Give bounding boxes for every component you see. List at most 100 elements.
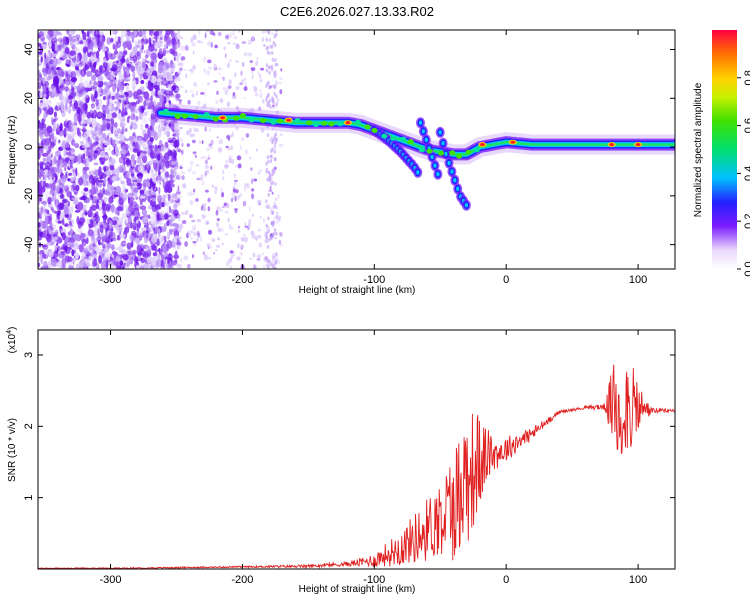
noise-speckle xyxy=(41,43,48,47)
noise-speckle-faint xyxy=(211,238,216,243)
noise-speckle xyxy=(129,234,134,243)
hotspot-core xyxy=(635,143,641,147)
noise-speckle xyxy=(100,261,106,269)
noise-speckle-faint xyxy=(217,124,219,128)
noise-speckle-faint xyxy=(219,208,223,213)
noise-speckle xyxy=(46,235,52,243)
noise-streak xyxy=(275,102,278,107)
noise-speckle xyxy=(91,104,95,110)
noise-speckle xyxy=(61,232,66,241)
noise-speckle-faint xyxy=(186,263,191,269)
ridge-blob xyxy=(312,122,319,127)
noise-speckle-faint xyxy=(192,34,197,41)
noise-speckle-faint xyxy=(194,128,199,133)
ridge-blob xyxy=(306,120,313,126)
noise-speckle-faint xyxy=(176,244,181,250)
noise-speckle-faint xyxy=(178,172,181,179)
noise-speckle xyxy=(67,123,72,132)
noise-speckle-faint xyxy=(217,31,222,37)
noise-speckle-faint xyxy=(240,244,245,249)
noise-speckle xyxy=(157,229,160,236)
noise-speckle-faint xyxy=(179,126,183,130)
noise-speckle xyxy=(58,202,65,211)
noise-speckle-faint xyxy=(265,204,271,209)
branch-core xyxy=(424,137,428,142)
noise-speckle xyxy=(50,116,53,120)
ridge-blob xyxy=(407,139,414,145)
noise-speckle xyxy=(38,71,42,76)
noise-speckle xyxy=(65,71,69,77)
noise-speckle xyxy=(121,213,128,220)
noise-speckle xyxy=(153,84,159,90)
noise-speckle xyxy=(114,185,122,195)
noise-speckle xyxy=(104,142,110,146)
noise-speckle xyxy=(71,234,78,239)
noise-speckle xyxy=(74,143,80,149)
noise-speckle-faint xyxy=(240,145,242,151)
noise-streak xyxy=(267,80,270,85)
noise-speckle xyxy=(100,173,107,179)
noise-speckle-faint xyxy=(200,92,205,95)
chart-title: C2E6.2026.027.13.33.R02 xyxy=(280,4,434,19)
noise-speckle xyxy=(44,208,48,213)
noise-speckle xyxy=(168,231,173,236)
noise-speckle xyxy=(135,115,139,121)
noise-speckle xyxy=(89,56,96,63)
noise-speckle-faint xyxy=(256,56,259,61)
noise-speckle xyxy=(106,242,112,249)
noise-speckle xyxy=(153,226,158,235)
noise-speckle xyxy=(88,120,93,125)
noise-speckle-faint xyxy=(196,219,202,223)
noise-speckle-faint xyxy=(186,209,189,213)
noise-speckle-faint xyxy=(218,73,221,75)
noise-speckle xyxy=(154,125,159,131)
noise-speckle xyxy=(63,205,69,214)
noise-speckle xyxy=(95,136,99,144)
noise-speckle xyxy=(141,38,144,42)
noise-speckle xyxy=(45,147,49,151)
noise-speckle-faint xyxy=(214,186,218,189)
noise-speckle-faint xyxy=(222,87,227,91)
noise-speckle xyxy=(38,222,41,228)
noise-speckle-faint xyxy=(248,222,251,229)
noise-speckle-faint xyxy=(251,188,255,192)
noise-speckle-faint xyxy=(216,218,220,222)
noise-streak xyxy=(269,104,272,109)
noise-speckle xyxy=(171,238,175,248)
noise-speckle-faint xyxy=(203,254,209,261)
noise-speckle xyxy=(102,165,109,172)
noise-speckle xyxy=(86,198,90,204)
noise-speckle-faint xyxy=(216,136,219,139)
noise-speckle xyxy=(157,153,161,161)
noise-speckle xyxy=(52,57,58,66)
noise-speckle xyxy=(170,161,176,166)
noise-speckle-faint xyxy=(224,210,229,214)
noise-speckle xyxy=(143,151,147,154)
noise-speckle-faint xyxy=(209,128,212,133)
noise-speckle xyxy=(112,220,117,225)
noise-speckle xyxy=(169,68,175,73)
noise-speckle-faint xyxy=(278,82,282,85)
noise-speckle xyxy=(110,117,115,126)
noise-speckle xyxy=(145,48,151,58)
noise-speckle-faint xyxy=(249,156,252,160)
noise-speckle-faint xyxy=(232,196,236,200)
noise-speckle-faint xyxy=(190,236,193,240)
noise-speckle xyxy=(42,106,48,111)
noise-speckle xyxy=(142,112,148,116)
noise-speckle-faint xyxy=(258,235,262,240)
noise-speckle-faint xyxy=(238,30,241,33)
noise-speckle xyxy=(87,136,91,142)
noise-speckle xyxy=(126,242,132,250)
noise-speckle xyxy=(143,91,150,100)
noise-speckle xyxy=(109,165,115,171)
noise-speckle xyxy=(84,45,88,53)
noise-speckle-faint xyxy=(259,73,262,79)
noise-speckle-faint xyxy=(206,243,211,248)
noise-speckle xyxy=(100,161,105,165)
noise-speckle xyxy=(86,70,93,77)
noise-speckle xyxy=(115,223,119,231)
noise-speckle xyxy=(151,197,156,202)
colorbar-tick-label: 0.8 xyxy=(743,70,750,85)
noise-speckle xyxy=(114,35,119,42)
